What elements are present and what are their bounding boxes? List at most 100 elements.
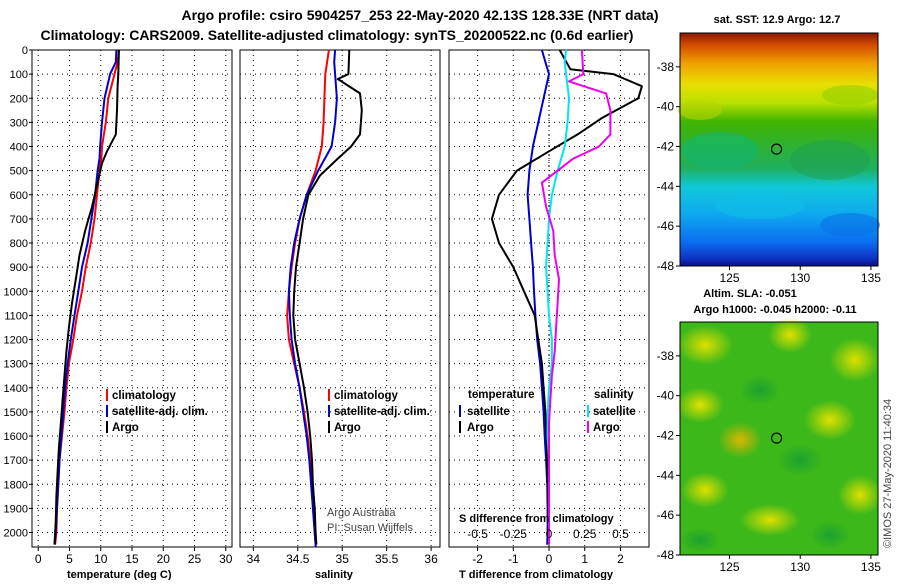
sst-map-title: sat. SST: 12.9 Argo: 12.7 [714, 14, 841, 26]
y-tick-label: 300 [10, 117, 28, 129]
y-tick-label: 2000 [4, 528, 28, 540]
y-tick-label: 100 [10, 69, 28, 81]
x-tick-label: 10 [94, 552, 108, 566]
title-line-1: Argo profile: csiro 5904257_253 22-May-2… [181, 7, 658, 23]
x-tick-label: 36 [424, 552, 438, 566]
legend-satellite: satellite-adj. clim. [112, 406, 208, 418]
map-y-tick-label: -46 [657, 508, 675, 522]
x-tick-label: 0 [35, 552, 42, 566]
y-tick-label: 1300 [4, 359, 28, 371]
temperature-xlabel: temperature (deg C) [67, 569, 172, 580]
map-y-tick-label: -40 [657, 389, 675, 403]
x-tick-label: 20 [157, 552, 171, 566]
y-tick-label: 1800 [4, 479, 28, 491]
salinity-grid [240, 50, 440, 547]
legend-argo: Argo [112, 422, 139, 434]
y-tick-label: 1900 [4, 503, 28, 515]
x-tick-label: 25 [188, 552, 202, 566]
y-tick-label: 900 [10, 262, 28, 274]
map-x-tick-label: 125 [719, 560, 739, 574]
map-y-tick-label: -48 [657, 548, 675, 562]
x-tick-label: -2 [472, 552, 483, 566]
y-tick-label: 1000 [4, 286, 28, 298]
x-tick-label: 5 [66, 552, 73, 566]
map-y-tick-label: -44 [657, 468, 675, 482]
x-tick-label: 30 [219, 552, 233, 566]
legend-title-temperature: temperature [468, 389, 534, 401]
annotation-pi: PI: Susan Wijffels [327, 522, 413, 534]
x-tick-label: 1 [581, 552, 588, 566]
title-line-2: Climatology: CARS2009. Satellite-adjuste… [41, 27, 634, 43]
x-tick-label: -1 [508, 552, 519, 566]
x-tick-label: 34.5 [286, 552, 310, 566]
y-tick-label: 400 [10, 142, 28, 154]
map-x-tick-label: 135 [861, 271, 881, 285]
map-x-tick-label: 130 [790, 271, 810, 285]
y-tick-label: 1400 [4, 383, 28, 395]
sst-argo-marker [770, 143, 783, 155]
y-tick-label: 200 [10, 93, 28, 105]
series-line-Argo [53, 49, 120, 545]
sla-map-subtitle: Argo h1000: -0.045 h2000: -0.11 [693, 304, 856, 316]
difference-xlabel-top: S difference from climatology [459, 513, 615, 525]
map-y-tick-label: -38 [657, 60, 675, 74]
sla-argo-marker [770, 432, 783, 444]
salinity-x-tick-label: -0.5 [467, 527, 488, 541]
series-line-temperature-Argo [490, 49, 643, 545]
temperature-legend: climatology satellite-adj. clim. Argo [106, 389, 208, 434]
x-tick-label: 35.5 [375, 552, 399, 566]
legend-argo: Argo [334, 422, 361, 434]
annotation-argo-australia: Argo Australia [327, 507, 396, 519]
sst-map-frame [679, 32, 879, 267]
map-y-tick-label: -40 [657, 100, 675, 114]
map-x-tick-label: 125 [719, 271, 739, 285]
salinity-x-tick-label: -0.25 [500, 527, 528, 541]
y-tick-label: 1700 [4, 455, 28, 467]
salinity-panel: 34 34.5 35 35.5 36 salinity climatology sate… [239, 49, 441, 581]
y-tick-label: 1600 [4, 431, 28, 443]
difference-xlabel: T difference from climatology [459, 569, 614, 580]
y-tick-label: 600 [10, 190, 28, 202]
difference-legend: temperature salinity satellite Argo sate… [459, 389, 636, 434]
map-x-tick-label: 130 [790, 560, 810, 574]
map-y-tick-label: -48 [657, 259, 675, 273]
x-tick-label: 35 [336, 552, 350, 566]
x-tick-label: 34 [247, 552, 261, 566]
salinity-plot-frame [239, 49, 441, 548]
temperature-panel: 0 5 10 15 20 25 30 0 100 200 300 400 500 600 700 800 90… [4, 45, 233, 581]
salinity-legend: climatology satellite-adj. clim. Argo [328, 389, 430, 434]
y-tick-label: 800 [10, 238, 28, 250]
salinity-x-tick-label: 0.25 [573, 527, 597, 541]
sst-texture [678, 85, 880, 237]
legend-climatology: climatology [112, 390, 177, 402]
map-y-tick-label: -46 [657, 219, 675, 233]
series-line-salinity-Argo [540, 49, 612, 545]
legend-title-salinity: salinity [594, 389, 634, 401]
difference-panel: -2 -1 0 1 2 -0.5 -0.25 0 0.25 0.5 T difference f… [448, 49, 650, 581]
salinity-x-tick-label: 0 [546, 527, 553, 541]
salinity-xlabel: salinity [315, 569, 354, 580]
legend-temp-satellite: satellite [467, 406, 510, 418]
series-line-satellite-adj-clim [287, 49, 338, 547]
legend-temp-argo: Argo [467, 422, 494, 434]
series-line-satellite-adj-clim [53, 49, 118, 545]
sla-map: Altim. SLA: -0.051 Argo h1000: -0.045 h2… [657, 288, 882, 574]
legend-sal-satellite: satellite [593, 406, 636, 418]
x-tick-label: 0 [546, 552, 553, 566]
sla-map-title: Altim. SLA: -0.051 [703, 288, 797, 300]
legend-sal-argo: Argo [593, 422, 620, 434]
x-tick-label: 2 [617, 552, 624, 566]
temperature-plot-frame [31, 49, 233, 548]
sla-texture [676, 317, 882, 552]
temperature-grid [32, 50, 232, 547]
legend-satellite: satellite-adj. clim. [334, 406, 430, 418]
map-x-tick-label: 135 [861, 560, 881, 574]
sst-map: sat. SST: 12.9 Argo: 12.7 125 130 135 -38 -… [657, 14, 882, 285]
map-y-tick-label: -38 [657, 349, 675, 363]
salinity-x-tick-label: 0.5 [612, 527, 629, 541]
y-tick-label: 0 [22, 45, 28, 57]
x-tick-label: 15 [125, 552, 139, 566]
y-tick-label: 1200 [4, 335, 28, 347]
series-line-Argo [292, 49, 363, 545]
